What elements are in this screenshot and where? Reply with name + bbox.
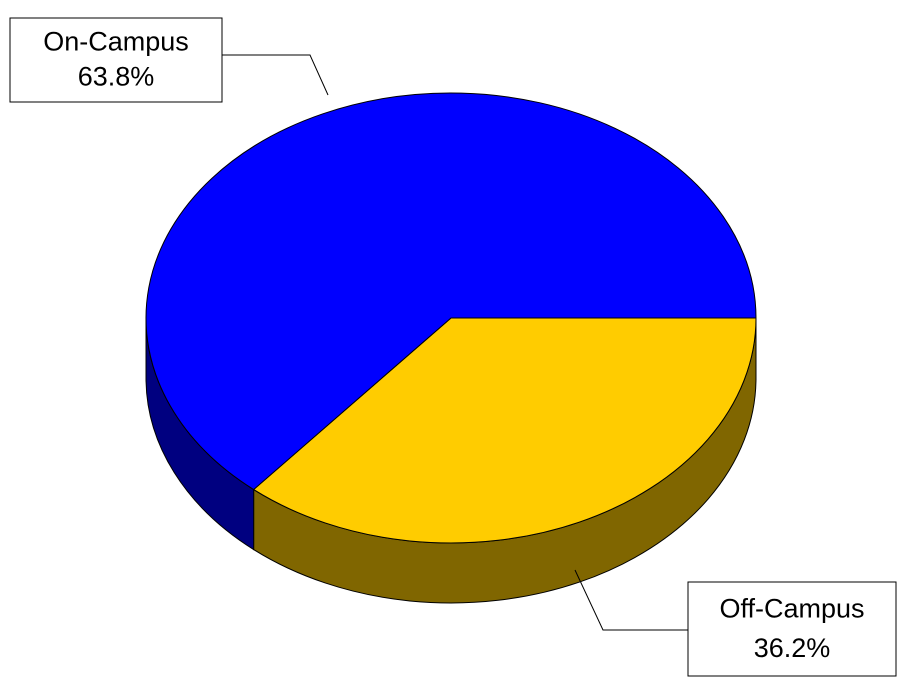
- slice-value-label: 63.8%: [78, 62, 155, 92]
- slice: [252, 317, 757, 544]
- leader-line: [222, 54, 329, 96]
- label-box: [9, 17, 223, 103]
- slice: [145, 92, 757, 491]
- label-box: [687, 581, 897, 677]
- slice-label: On-Campus: [43, 26, 189, 56]
- slice-label: Off-Campus: [719, 593, 864, 623]
- leader-line: [574, 569, 688, 631]
- slice-value-label: 36.2%: [754, 633, 831, 663]
